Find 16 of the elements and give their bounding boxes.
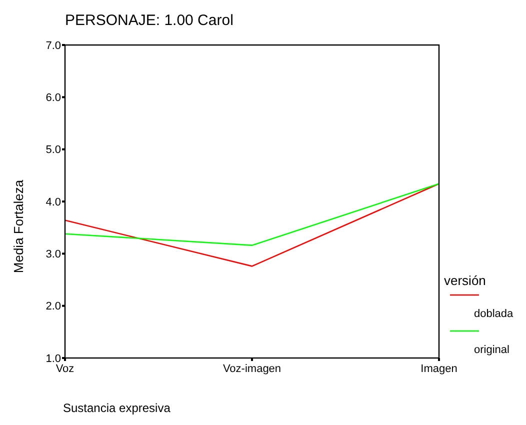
y-tick-label: 5.0 bbox=[46, 144, 61, 156]
chart-title: PERSONAJE: 1.00 Carol bbox=[65, 12, 234, 29]
x-axis-title: Sustancia expresiva bbox=[63, 401, 171, 415]
y-tick-label: 4.0 bbox=[46, 196, 61, 208]
x-tick-label: Imagen bbox=[420, 363, 458, 375]
y-tick-label: 7.0 bbox=[46, 40, 61, 52]
y-tick-label: 3.0 bbox=[46, 248, 61, 261]
y-tick-label: 1.0 bbox=[46, 352, 61, 365]
x-tick-label: Voz-imagen bbox=[222, 363, 282, 375]
legend-label: doblada bbox=[474, 308, 514, 320]
legend-title: versión bbox=[444, 273, 486, 288]
y-tick-label: 6.0 bbox=[46, 92, 61, 104]
legend-label: original bbox=[474, 344, 510, 356]
y-axis-title: Media Fortaleza bbox=[11, 179, 26, 274]
y-tick-label: 2.0 bbox=[46, 300, 61, 313]
x-tick-label: Voz bbox=[56, 363, 74, 375]
